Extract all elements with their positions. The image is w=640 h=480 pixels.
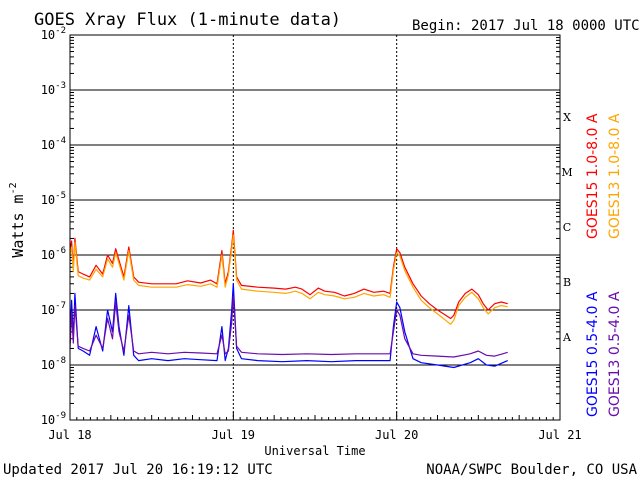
flare-class-c: C	[563, 221, 571, 234]
series-lines	[69, 229, 508, 369]
x-tick-label: Jul 21	[538, 428, 581, 442]
flare-class-x: X	[563, 111, 571, 124]
chart-title: GOES Xray Flux (1-minute data)	[34, 10, 341, 30]
x-axis-label: Universal Time	[264, 444, 365, 458]
plot-frame	[69, 34, 561, 421]
y-axis-label: Watts m-2	[8, 182, 27, 257]
legend: GOES15 1.0-8.0 A GOES13 1.0-8.0 A GOES15 0…	[585, 113, 623, 417]
y-tick-label: 10-4	[41, 136, 66, 152]
flare-class-m: M	[561, 166, 572, 179]
x-axis-ticks: Jul 18 Jul 19 Jul 20 Jul 21	[48, 412, 582, 442]
x-tick-label: Jul 19	[212, 428, 255, 442]
y-tick-label: 10-8	[41, 356, 66, 372]
legend-entry: GOES13 0.5-4.0 A	[607, 291, 623, 417]
series-line-3	[69, 283, 508, 369]
series-line-1	[69, 229, 508, 320]
svg-text:Watts m-2: Watts m-2	[8, 182, 27, 257]
legend-entry: GOES13 1.0-8.0 A	[607, 113, 623, 239]
y-tick-label: 10-7	[41, 301, 66, 317]
y-tick-label: 10-2	[41, 26, 66, 42]
series-line-4	[69, 295, 508, 358]
grid	[70, 35, 560, 420]
updated-timestamp: Updated 2017 Jul 20 16:19:12 UTC	[3, 462, 273, 478]
x-tick-label: Jul 18	[48, 428, 91, 442]
y-tick-label: 10-9	[41, 411, 66, 427]
y-tick-label: 10-3	[41, 81, 66, 97]
source-credit: NOAA/SWPC Boulder, CO USA	[426, 462, 637, 478]
flare-class-labels: X M C B A	[561, 111, 572, 344]
y-tick-label: 10-6	[41, 246, 66, 262]
y-axis-ticks: 10-2 10-3 10-4 10-5 10-6 10-7 10-8 10-9	[41, 26, 560, 427]
y-tick-label: 10-5	[41, 191, 66, 207]
flare-class-a: A	[562, 331, 572, 344]
begin-date: Begin: 2017 Jul 18 0000 UTC	[412, 18, 640, 34]
flare-class-b: B	[563, 276, 571, 289]
series-line-2	[69, 234, 508, 325]
x-tick-label: Jul 20	[375, 428, 418, 442]
legend-entry: GOES15 1.0-8.0 A	[585, 113, 601, 239]
legend-entry: GOES15 0.5-4.0 A	[585, 291, 601, 417]
